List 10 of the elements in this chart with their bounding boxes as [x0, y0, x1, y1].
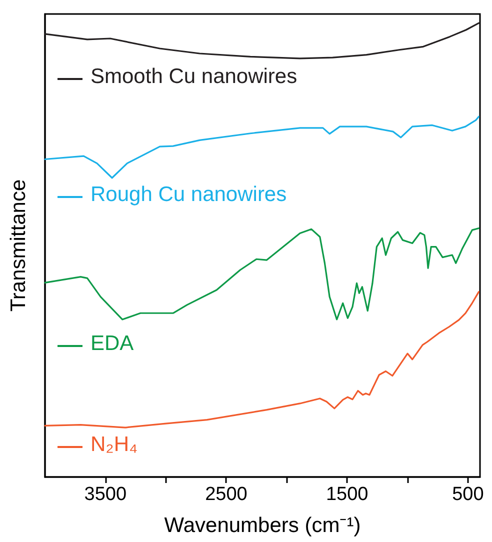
legend-label: Rough Cu nanowires: [90, 183, 287, 206]
legend-label: N₂H₄: [90, 433, 138, 456]
y-axis-title: Transmittance: [7, 179, 30, 312]
x-tick-label: 500: [452, 484, 484, 505]
legend-label: Smooth Cu nanowires: [90, 65, 298, 88]
x-tick-label: 2500: [205, 484, 248, 505]
x-tick-label: 3500: [84, 484, 127, 505]
x-tick-label: 1500: [326, 484, 368, 505]
x-axis-title: Wavenumbers (cm⁻¹): [164, 514, 361, 537]
legend-label: EDA: [90, 332, 134, 355]
